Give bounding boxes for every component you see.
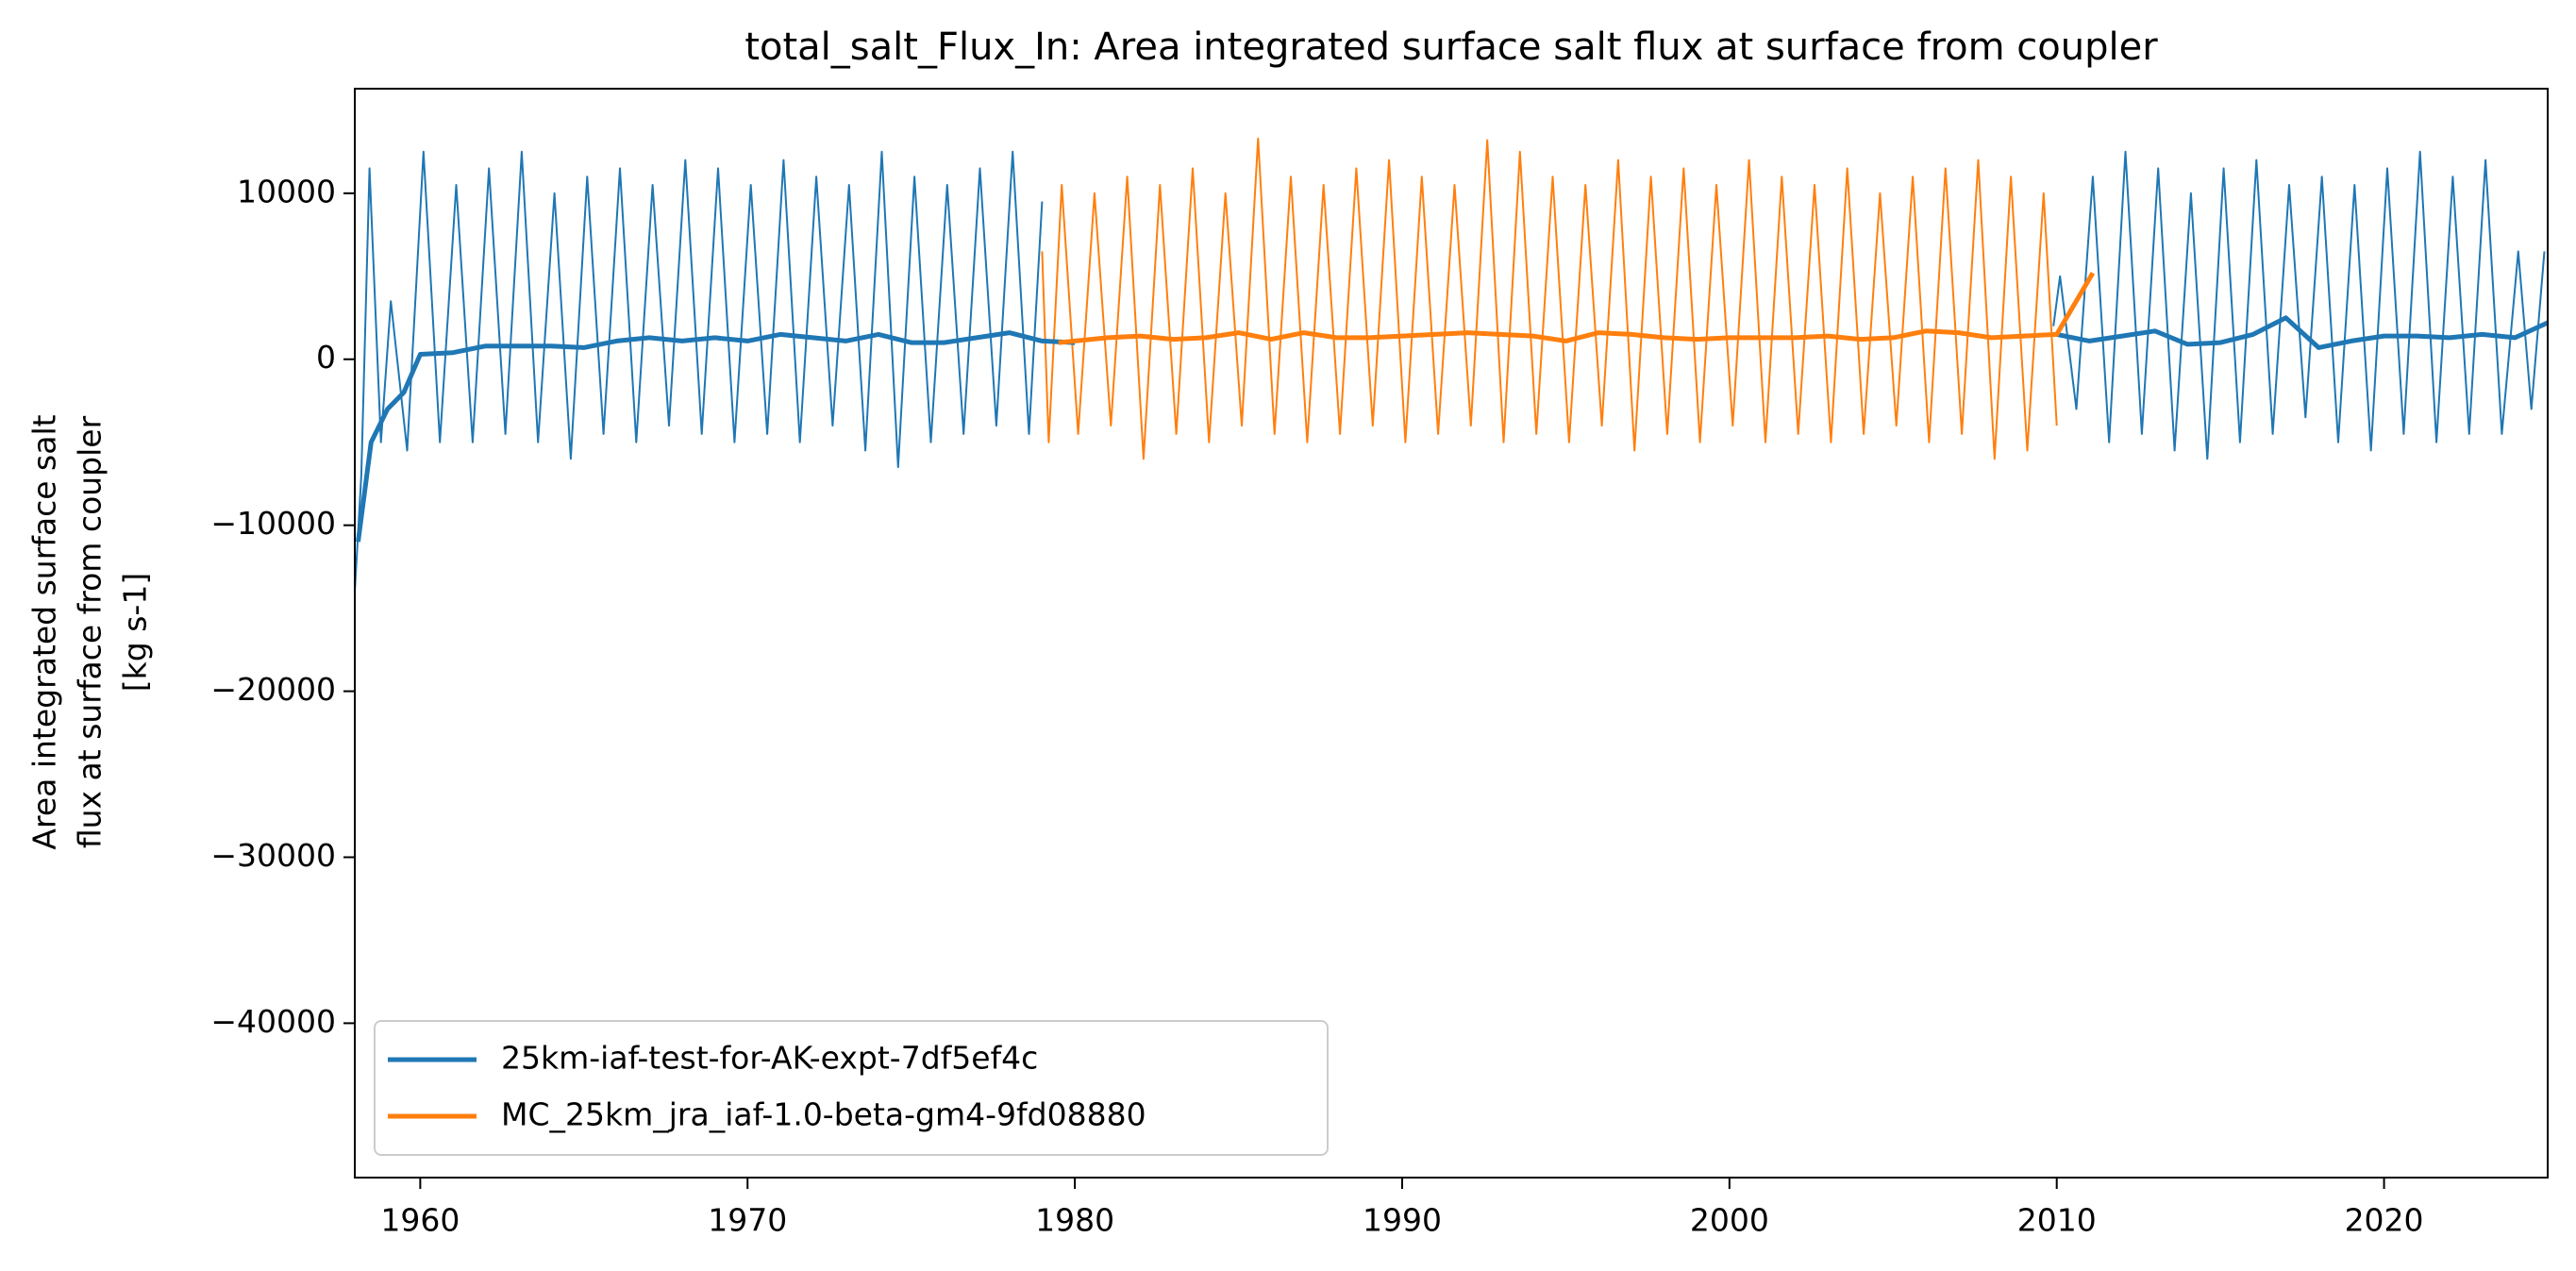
- y-axis-label: Area integrated surface salt flux at sur…: [26, 414, 154, 849]
- y-tick-label: 10000: [237, 173, 336, 209]
- y-tick-label: −20000: [210, 671, 336, 708]
- legend-label: 25km-iaf-test-for-AK-expt-7df5ef4c: [501, 1040, 1038, 1077]
- y-label-line: flux at surface from coupler: [72, 415, 109, 848]
- series-line: [1041, 137, 2058, 460]
- y-tick-label: −10000: [210, 505, 336, 542]
- chart-title: total_salt_Flux_In: Area integrated surf…: [744, 25, 2158, 69]
- x-tick-label: 1990: [1363, 1202, 1442, 1239]
- series-line: [356, 315, 2548, 543]
- legend-box: [374, 1020, 1329, 1156]
- y-tick-label: −30000: [210, 837, 336, 874]
- y-tick-label: 0: [316, 339, 336, 376]
- series-line: [1058, 272, 2096, 345]
- legend-label: MC_25km_jra_iaf-1.0-beta-gm4-9fd08880: [501, 1096, 1146, 1133]
- plot-frame: [354, 88, 2549, 1179]
- x-tick-label: 1980: [1035, 1202, 1114, 1239]
- x-tick-label: 2020: [2345, 1202, 2424, 1239]
- y-label-line: [kg s-1]: [117, 573, 154, 692]
- series-line: [355, 150, 2546, 593]
- y-label-line: Area integrated surface salt: [26, 414, 63, 849]
- x-tick-label: 2010: [2017, 1202, 2097, 1239]
- x-tick-label: 2000: [1690, 1202, 1769, 1239]
- plot-area: [355, 137, 2548, 593]
- x-tick-label: 1960: [380, 1202, 460, 1239]
- y-tick-label: −40000: [210, 1003, 336, 1040]
- x-tick-label: 1970: [708, 1202, 787, 1239]
